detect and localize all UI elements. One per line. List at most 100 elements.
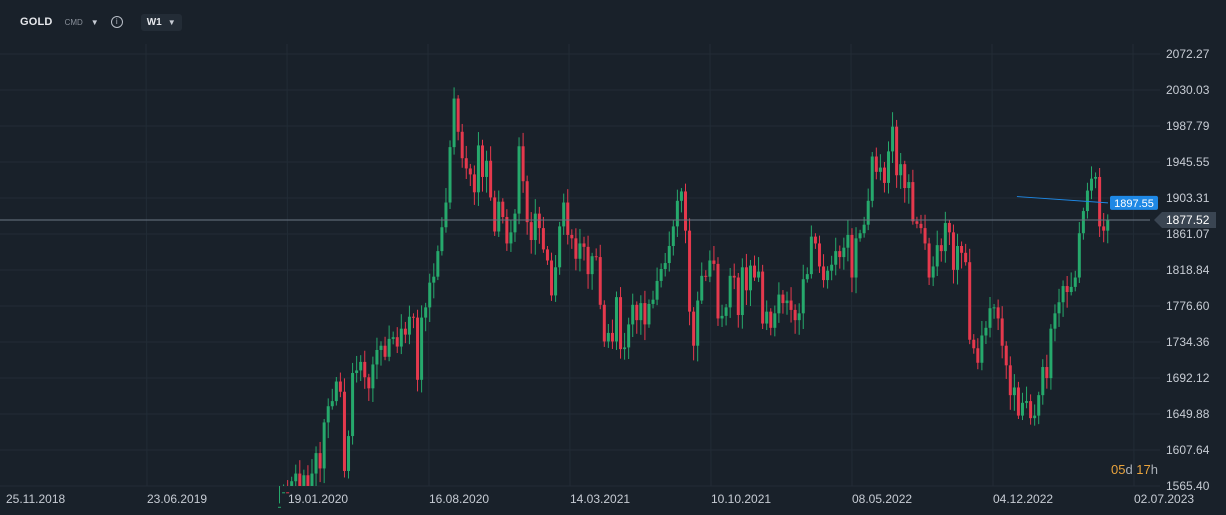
candle-body xyxy=(578,243,582,259)
grid-line-x xyxy=(427,43,430,487)
grid-line-x xyxy=(991,43,994,487)
y-tick-label: 2030.03 xyxy=(1166,83,1210,97)
candle-body xyxy=(939,245,943,252)
candle-body xyxy=(773,313,777,328)
candle-body xyxy=(533,213,537,241)
candle-body xyxy=(834,251,838,265)
marked-price-label: 1897.55 xyxy=(1114,198,1154,210)
symbol-name[interactable]: GOLD xyxy=(20,16,53,28)
candle-body xyxy=(627,324,631,348)
candle-body xyxy=(919,223,923,229)
candle-body xyxy=(505,217,509,244)
candle-body xyxy=(931,266,935,278)
candle-body xyxy=(1008,365,1012,396)
candle-body xyxy=(460,131,464,159)
candle-body xyxy=(858,233,862,239)
candle-body xyxy=(379,345,383,350)
candle-body xyxy=(306,475,310,486)
candle-body xyxy=(440,227,444,252)
candle-body xyxy=(586,246,590,275)
candle-body xyxy=(671,226,675,246)
candle-body xyxy=(692,311,696,346)
candle-body xyxy=(708,260,712,277)
candle-body xyxy=(424,307,428,318)
candle-body xyxy=(529,222,533,241)
candle-body xyxy=(712,260,716,264)
candle-body xyxy=(1069,286,1073,293)
candle-body xyxy=(286,492,290,494)
candle-body xyxy=(537,213,541,229)
asset-class-label: CMD xyxy=(64,17,83,27)
candle-body xyxy=(602,304,606,342)
candle-body xyxy=(338,381,342,392)
candle-body xyxy=(728,275,732,308)
candle-body xyxy=(1073,277,1077,287)
candle-body xyxy=(420,317,424,380)
candle-body xyxy=(635,304,639,321)
candle-body xyxy=(367,377,371,389)
candle-body xyxy=(785,300,789,304)
info-icon[interactable]: i xyxy=(110,16,123,28)
x-tick-label: 14.03.2021 xyxy=(570,492,630,506)
candle-body xyxy=(655,280,659,300)
candle-body xyxy=(1041,367,1045,396)
candle-body xyxy=(797,313,801,321)
candle-body xyxy=(1012,387,1016,396)
candle-body xyxy=(1000,318,1004,346)
candle-body xyxy=(903,164,907,189)
current-price-tag xyxy=(1154,211,1216,228)
candle-body xyxy=(558,226,562,268)
candle-body xyxy=(444,202,448,228)
candle-body xyxy=(716,263,720,319)
candle-body xyxy=(947,222,951,233)
candle-body xyxy=(598,257,602,305)
candle-body xyxy=(878,167,882,172)
candle-body xyxy=(355,370,359,373)
y-tick-label: 1945.55 xyxy=(1166,155,1210,169)
candle-body xyxy=(927,243,931,278)
candle-body xyxy=(290,481,294,486)
candle-body xyxy=(1106,219,1110,231)
candle-body xyxy=(371,364,375,389)
candle-body xyxy=(614,297,618,342)
candle-body xyxy=(314,453,318,474)
timeframe-selector[interactable]: W1 ▼ xyxy=(140,13,182,31)
y-tick-label: 1649.88 xyxy=(1166,407,1210,421)
x-tick-label: 25.11.2018 xyxy=(6,492,65,506)
symbol-dropdown-icon[interactable]: ▼ xyxy=(90,17,99,27)
candle-body xyxy=(347,436,351,471)
candle-body xyxy=(744,267,748,291)
x-tick-label: 19.01.2020 xyxy=(288,492,348,506)
candle-body xyxy=(509,232,513,244)
candle-body xyxy=(830,264,834,271)
candle-body xyxy=(935,245,939,267)
current-price-label: 1877.52 xyxy=(1166,213,1210,227)
y-tick-label: 1861.07 xyxy=(1166,227,1210,241)
candle-body xyxy=(643,303,647,325)
candle-body xyxy=(817,243,821,267)
candle-body xyxy=(481,145,484,177)
candle-body xyxy=(923,228,927,244)
candle-body xyxy=(610,332,614,342)
candle-body xyxy=(667,245,671,264)
candle-body xyxy=(1085,190,1089,212)
candle-body xyxy=(416,317,420,380)
candle-body xyxy=(570,234,574,239)
candle-body xyxy=(899,164,903,176)
candle-body xyxy=(996,307,1000,319)
candle-body xyxy=(554,267,558,296)
candle-body xyxy=(781,294,785,304)
y-tick-label: 1903.31 xyxy=(1166,191,1210,205)
candle-body xyxy=(675,200,679,227)
candle-body xyxy=(351,372,355,437)
candle-body xyxy=(525,181,529,223)
candle-body xyxy=(452,98,456,148)
candle-body xyxy=(1053,313,1057,329)
candle-body xyxy=(757,271,761,278)
candle-body xyxy=(1029,401,1033,419)
candle-body xyxy=(846,234,850,248)
y-tick-label: 1692.12 xyxy=(1166,371,1210,385)
candle-body xyxy=(387,338,391,357)
marked-price-line xyxy=(1016,196,1109,204)
